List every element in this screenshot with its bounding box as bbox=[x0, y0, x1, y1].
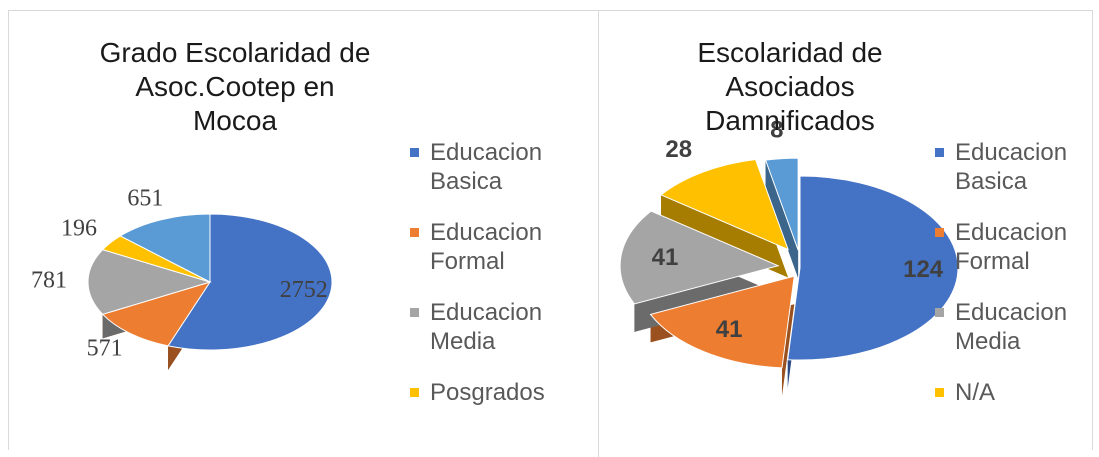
slice bbox=[87, 249, 212, 315]
data-label: 781 bbox=[31, 267, 67, 293]
legend-swatch bbox=[410, 148, 419, 157]
legend-label: Posgrados bbox=[430, 379, 545, 406]
legend-item: Posgrados bbox=[410, 378, 580, 407]
slice bbox=[787, 175, 959, 361]
slice bbox=[101, 281, 212, 347]
legend: Educacion Basica Educacion Formal Educacio… bbox=[935, 138, 1099, 429]
data-label: 8 bbox=[770, 116, 783, 143]
legend-swatch bbox=[410, 228, 419, 237]
slice bbox=[119, 213, 211, 283]
legend-item: N/A bbox=[935, 378, 1099, 407]
legend-item: Educacion Formal bbox=[410, 218, 580, 276]
legend-label: Educacion Formal bbox=[955, 219, 1068, 275]
pie bbox=[87, 213, 333, 374]
legend-swatch bbox=[935, 308, 944, 317]
legend-swatch bbox=[410, 388, 419, 397]
legend-item: Educacion Basica bbox=[410, 138, 580, 196]
slice bbox=[764, 157, 799, 251]
slice bbox=[649, 275, 795, 369]
legend-item: Educacion Media bbox=[410, 298, 580, 356]
divider bbox=[598, 10, 599, 457]
slice bbox=[660, 158, 789, 251]
legend-swatch bbox=[410, 308, 419, 317]
frame bbox=[8, 10, 1093, 450]
legend-label: Educacion Media bbox=[955, 299, 1068, 355]
data-label: 124 bbox=[903, 256, 944, 283]
legend: Educacion Basica Educacion Formal Educacio… bbox=[410, 138, 580, 429]
pie bbox=[619, 157, 959, 396]
legend-item: Educacion Media bbox=[935, 298, 1099, 356]
chart-title: Escolaridad de Asociados Damnificados bbox=[697, 37, 883, 136]
legend-label: Educacion Basica bbox=[430, 139, 543, 195]
legend-label: N/A bbox=[955, 379, 996, 406]
legend-label: Educacion Basica bbox=[955, 139, 1068, 195]
data-label: 571 bbox=[87, 335, 123, 361]
legend-swatch bbox=[935, 148, 944, 157]
data-label: 651 bbox=[127, 185, 163, 211]
data-label: 196 bbox=[61, 215, 97, 241]
legend-label: Educacion Media bbox=[430, 299, 543, 355]
legend-item: Educacion Formal bbox=[935, 218, 1099, 276]
legend-swatch bbox=[935, 388, 944, 397]
data-label: 41 bbox=[652, 244, 679, 271]
legend-swatch bbox=[935, 228, 944, 237]
data-label: 2752 bbox=[280, 277, 328, 303]
chart-title: Grado Escolaridad de Asoc.Cootep en Moco… bbox=[99, 37, 371, 136]
legend-item: Educacion Basica bbox=[935, 138, 1099, 196]
data-label: 41 bbox=[716, 316, 743, 343]
slice bbox=[619, 210, 780, 305]
slice bbox=[167, 213, 333, 351]
legend-label: Educacion Formal bbox=[430, 219, 543, 275]
data-label: 28 bbox=[665, 136, 692, 163]
